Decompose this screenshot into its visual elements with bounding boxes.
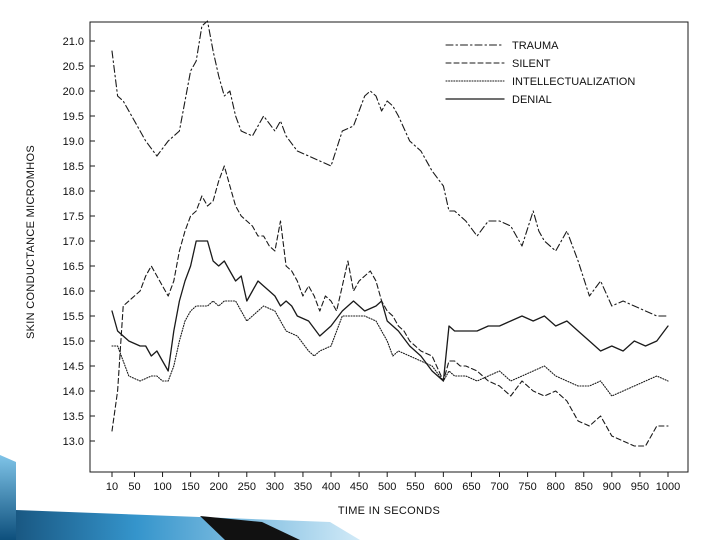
- y-tick-label: 21.0: [63, 36, 84, 48]
- series-layer: [111, 20, 669, 447]
- x-tick-label: 950: [631, 481, 649, 493]
- x-tick-label: 550: [406, 481, 424, 493]
- x-tick-label: 10: [106, 481, 118, 493]
- y-tick-label: 15.5: [63, 311, 84, 323]
- legend: TRAUMA SILENT INTELLECTUALIZATION DENIAL: [445, 40, 635, 106]
- x-tick-label: 200: [210, 481, 228, 493]
- y-axis-label: SKIN CONDUCTANCE MICROMHOS: [25, 145, 37, 339]
- series-line-denial: [111, 240, 669, 382]
- x-tick-label: 850: [575, 481, 593, 493]
- legend-label-trauma: TRAUMA: [512, 40, 559, 52]
- x-axis-ticks: 10 50 100 150 200 250 300 350 400 450 500 550 600 650…: [106, 472, 680, 493]
- x-tick-label: 400: [322, 481, 340, 493]
- series-line-intellectualization: [111, 300, 669, 397]
- legend-label-denial: DENIAL: [512, 94, 552, 106]
- ribbon-wedge: [200, 516, 300, 540]
- y-tick-label: 16.0: [63, 286, 84, 298]
- ribbon-horizontal: [16, 510, 360, 540]
- plot-frame: [89, 21, 689, 473]
- y-tick-label: 16.5: [63, 261, 84, 273]
- legend-label-intellectualization: INTELLECTUALIZATION: [512, 76, 635, 88]
- series-line-trauma: [111, 20, 669, 317]
- y-tick-label: 17.5: [63, 211, 84, 223]
- legend-label-silent: SILENT: [512, 58, 551, 70]
- x-tick-label: 900: [603, 481, 621, 493]
- ribbon-vertical: [0, 455, 16, 540]
- y-tick-label: 18.5: [63, 161, 84, 173]
- x-tick-label: 250: [238, 481, 256, 493]
- x-tick-label: 50: [128, 481, 140, 493]
- y-tick-label: 20.5: [63, 61, 84, 73]
- x-tick-label: 300: [266, 481, 284, 493]
- y-tick-label: 13.0: [63, 436, 84, 448]
- x-tick-label: 1000: [656, 481, 680, 493]
- y-tick-label: 20.0: [63, 86, 84, 98]
- y-tick-label: 13.5: [63, 411, 84, 423]
- y-tick-label: 17.0: [63, 236, 84, 248]
- y-axis-ticks: 13.0 13.5 14.0 14.5 15.0 15.5 16.0 16.5 17.0 17.5…: [63, 36, 95, 448]
- series-line-silent: [111, 165, 669, 447]
- y-tick-label: 19.0: [63, 136, 84, 148]
- x-tick-label: 150: [181, 481, 199, 493]
- slide-decoration: [0, 455, 360, 540]
- y-tick-label: 19.5: [63, 111, 84, 123]
- x-tick-label: 350: [294, 481, 312, 493]
- y-tick-label: 14.0: [63, 386, 84, 398]
- x-axis-label: TIME IN SECONDS: [338, 505, 440, 517]
- x-tick-label: 600: [434, 481, 452, 493]
- x-tick-label: 650: [462, 481, 480, 493]
- x-tick-label: 500: [378, 481, 396, 493]
- y-tick-label: 15.0: [63, 336, 84, 348]
- x-tick-label: 100: [153, 481, 171, 493]
- y-tick-label: 14.5: [63, 361, 84, 373]
- y-tick-label: 18.0: [63, 186, 84, 198]
- x-tick-label: 450: [350, 481, 368, 493]
- x-tick-label: 750: [518, 481, 536, 493]
- x-tick-label: 800: [546, 481, 564, 493]
- x-tick-label: 700: [490, 481, 508, 493]
